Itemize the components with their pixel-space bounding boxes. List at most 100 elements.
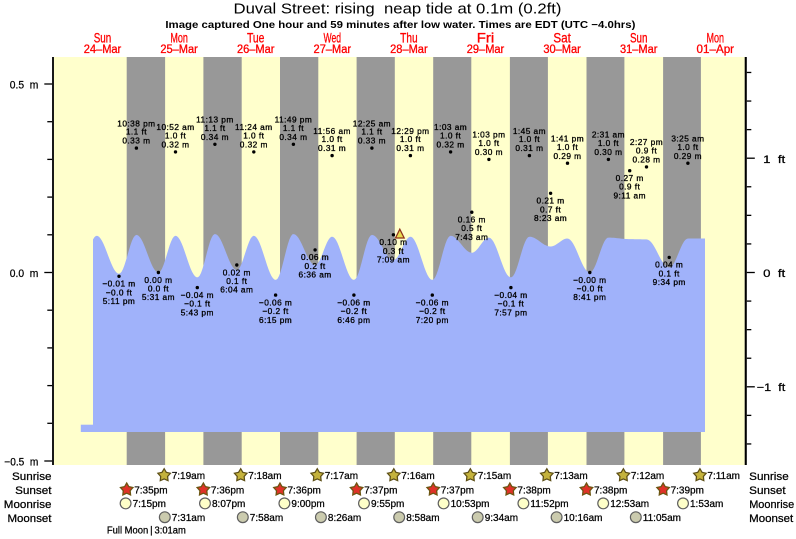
svg-text:0.06 m: 0.06 m bbox=[301, 252, 329, 262]
svg-text:0.28 m: 0.28 m bbox=[632, 155, 660, 165]
svg-text:7:58am: 7:58am bbox=[250, 513, 283, 524]
svg-text:0.31 m: 0.31 m bbox=[318, 143, 346, 153]
svg-text:−0.06 m: −0.06 m bbox=[416, 297, 449, 307]
svg-text:0.32 m: 0.32 m bbox=[437, 140, 465, 150]
svg-text:−0.06 m: −0.06 m bbox=[337, 297, 370, 307]
svg-text:1.0 ft: 1.0 ft bbox=[243, 131, 264, 141]
svg-text:Sunset: Sunset bbox=[749, 485, 785, 497]
svg-text:7:16am: 7:16am bbox=[401, 471, 434, 482]
svg-text:7:18am: 7:18am bbox=[248, 471, 281, 482]
svg-text:1.1 ft: 1.1 ft bbox=[361, 127, 382, 137]
svg-text:12:25 am: 12:25 am bbox=[353, 118, 391, 128]
svg-text:10:38 pm: 10:38 pm bbox=[117, 118, 155, 128]
svg-text:0.5 m: 0.5 m bbox=[10, 79, 39, 91]
svg-text:5:11 pm: 5:11 pm bbox=[103, 296, 136, 306]
svg-text:12:53am: 12:53am bbox=[610, 499, 649, 510]
svg-text:7:15am: 7:15am bbox=[478, 471, 511, 482]
svg-text:0.29 m: 0.29 m bbox=[674, 151, 702, 161]
svg-text:Sunset: Sunset bbox=[15, 485, 51, 497]
svg-text:Sun: Sun bbox=[630, 31, 648, 46]
svg-text:9:11 am: 9:11 am bbox=[613, 190, 646, 200]
svg-text:7:31am: 7:31am bbox=[172, 513, 205, 524]
svg-text:−1 ft: −1 ft bbox=[757, 382, 786, 394]
svg-text:6:36 am: 6:36 am bbox=[299, 270, 332, 280]
svg-text:0.10 m: 0.10 m bbox=[379, 237, 407, 247]
svg-text:01–Apr: 01–Apr bbox=[697, 44, 735, 56]
svg-text:11:56 am: 11:56 am bbox=[313, 126, 351, 136]
svg-text:Sunrise: Sunrise bbox=[12, 471, 52, 483]
svg-text:0.5 ft: 0.5 ft bbox=[461, 223, 482, 233]
svg-text:0.3 ft: 0.3 ft bbox=[383, 246, 404, 256]
svg-text:−0.0 ft: −0.0 ft bbox=[106, 287, 133, 297]
svg-text:2:27 pm: 2:27 pm bbox=[630, 137, 663, 147]
svg-text:29–Mar: 29–Mar bbox=[467, 44, 505, 56]
svg-text:25–Mar: 25–Mar bbox=[160, 44, 198, 56]
svg-text:Thu: Thu bbox=[400, 31, 418, 46]
svg-text:7:12am: 7:12am bbox=[631, 471, 664, 482]
svg-text:−0.01 m: −0.01 m bbox=[102, 279, 135, 289]
svg-text:0.29 m: 0.29 m bbox=[553, 151, 581, 161]
svg-text:1.1 ft: 1.1 ft bbox=[204, 123, 225, 133]
svg-text:7:19am: 7:19am bbox=[172, 471, 205, 482]
svg-text:−0.2 ft: −0.2 ft bbox=[341, 306, 368, 316]
svg-text:Moonrise: Moonrise bbox=[4, 499, 52, 511]
svg-text:7:38pm: 7:38pm bbox=[594, 485, 627, 496]
svg-text:7:37pm: 7:37pm bbox=[441, 485, 474, 496]
svg-text:Sun: Sun bbox=[94, 31, 112, 46]
svg-text:1:03 pm: 1:03 pm bbox=[472, 130, 505, 140]
svg-text:0.30 m: 0.30 m bbox=[475, 147, 503, 157]
svg-text:0.33 m: 0.33 m bbox=[358, 136, 386, 146]
svg-text:10:16am: 10:16am bbox=[564, 513, 603, 524]
svg-text:0.02 m: 0.02 m bbox=[223, 267, 251, 277]
svg-text:Full Moon | 3:01am: Full Moon | 3:01am bbox=[107, 526, 186, 537]
svg-text:1.0 ft: 1.0 ft bbox=[165, 131, 186, 141]
svg-text:27–Mar: 27–Mar bbox=[314, 44, 352, 56]
svg-text:0.33 m: 0.33 m bbox=[122, 136, 150, 146]
svg-text:7:20 pm: 7:20 pm bbox=[416, 315, 449, 325]
svg-text:30–Mar: 30–Mar bbox=[543, 44, 581, 56]
svg-text:1:53am: 1:53am bbox=[690, 499, 723, 510]
svg-text:7:37pm: 7:37pm bbox=[364, 485, 397, 496]
svg-text:12:29 pm: 12:29 pm bbox=[391, 126, 429, 136]
svg-text:0.7 ft: 0.7 ft bbox=[540, 204, 561, 214]
svg-text:7:36pm: 7:36pm bbox=[288, 485, 321, 496]
svg-text:7:13am: 7:13am bbox=[554, 471, 587, 482]
svg-text:0.1 ft: 0.1 ft bbox=[226, 276, 247, 286]
svg-text:24–Mar: 24–Mar bbox=[84, 44, 122, 56]
svg-text:Wed: Wed bbox=[324, 31, 342, 46]
svg-text:1.1 ft: 1.1 ft bbox=[283, 123, 304, 133]
svg-text:5:43 pm: 5:43 pm bbox=[181, 307, 214, 317]
svg-text:11:52pm: 11:52pm bbox=[530, 499, 568, 510]
svg-text:26–Mar: 26–Mar bbox=[237, 44, 275, 56]
svg-text:Sat: Sat bbox=[553, 31, 571, 46]
svg-text:1.0 ft: 1.0 ft bbox=[557, 142, 578, 152]
svg-text:0.0 m: 0.0 m bbox=[10, 268, 39, 280]
svg-text:7:15pm: 7:15pm bbox=[133, 499, 166, 510]
svg-text:5:31 am: 5:31 am bbox=[142, 292, 175, 302]
svg-text:Sunrise: Sunrise bbox=[749, 471, 789, 483]
svg-text:11:49 pm: 11:49 pm bbox=[275, 115, 313, 125]
svg-text:9:34am: 9:34am bbox=[485, 513, 518, 524]
svg-text:Tue: Tue bbox=[247, 31, 265, 46]
svg-text:31–Mar: 31–Mar bbox=[620, 44, 658, 56]
svg-text:1.0 ft: 1.0 ft bbox=[598, 138, 619, 148]
svg-text:−0.04 m: −0.04 m bbox=[494, 290, 527, 300]
svg-text:−0.5 m: −0.5 m bbox=[4, 456, 38, 468]
svg-text:−0.2 ft: −0.2 ft bbox=[419, 306, 446, 316]
svg-text:Duval Street: rising neap tid: Duval Street: rising neap tide at 0.1m (… bbox=[234, 2, 562, 18]
svg-text:8:23 am: 8:23 am bbox=[534, 213, 567, 223]
svg-text:−0.00 m: −0.00 m bbox=[573, 275, 606, 285]
svg-text:0.32 m: 0.32 m bbox=[240, 140, 268, 150]
svg-text:0.34 m: 0.34 m bbox=[279, 132, 307, 142]
svg-text:0.34 m: 0.34 m bbox=[201, 132, 229, 142]
svg-text:1.0 ft: 1.0 ft bbox=[677, 142, 698, 152]
svg-text:Moonset: Moonset bbox=[749, 513, 793, 525]
svg-text:1:03 am: 1:03 am bbox=[434, 122, 467, 132]
svg-text:0.9 ft: 0.9 ft bbox=[619, 182, 640, 192]
svg-text:0.32 m: 0.32 m bbox=[161, 140, 189, 150]
svg-text:10:52 am: 10:52 am bbox=[156, 122, 194, 132]
svg-text:10:53pm: 10:53pm bbox=[451, 499, 490, 510]
svg-text:7:43 am: 7:43 am bbox=[455, 232, 488, 242]
svg-text:8:58am: 8:58am bbox=[406, 513, 439, 524]
svg-text:−0.0 ft: −0.0 ft bbox=[577, 284, 604, 294]
